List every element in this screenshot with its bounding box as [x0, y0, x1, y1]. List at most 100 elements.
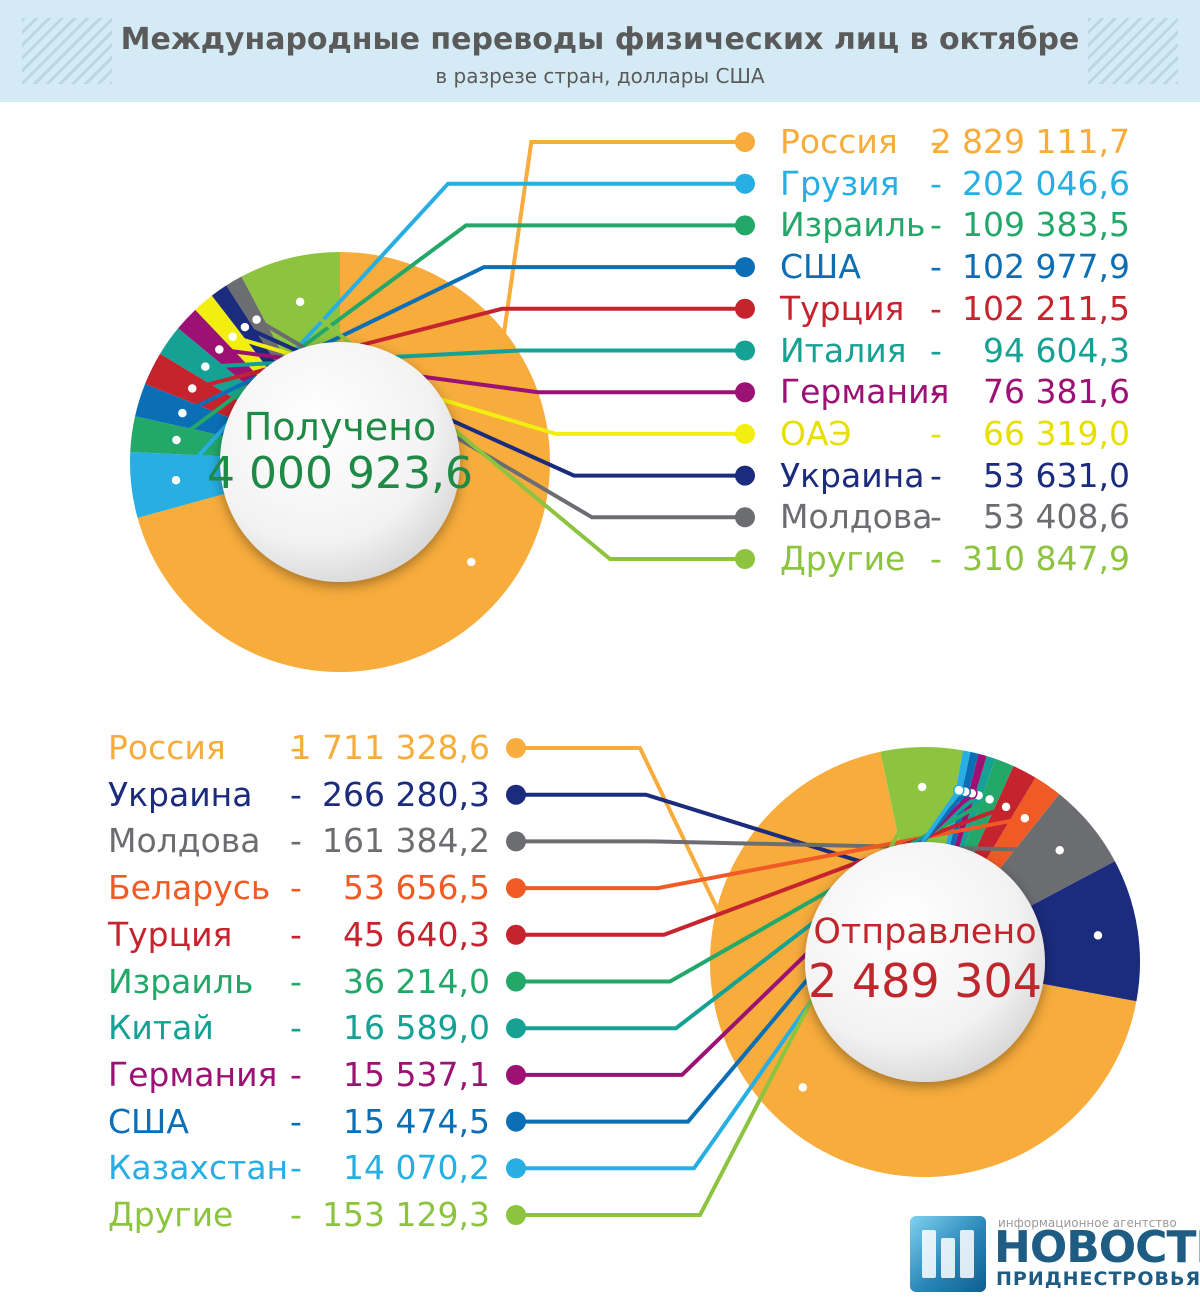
- sent-legend-dash-2: -: [290, 821, 302, 861]
- received-legend-dash-7: -: [930, 413, 942, 453]
- received-legend-dot-0: [735, 132, 755, 152]
- page-subtitle: в разрезе стран, доллары США: [435, 64, 765, 88]
- received-anchor-dot-10: [294, 296, 306, 308]
- received-legend-value-1: 202 046,6: [962, 163, 1130, 203]
- received-legend-value-3: 102 977,9: [962, 247, 1130, 287]
- sent-leader-3: [516, 816, 1026, 891]
- received-anchor-dot-2: [170, 434, 183, 446]
- sent-legend-dot-5: [506, 971, 526, 992]
- received-legend-dash-3: -: [930, 247, 942, 287]
- received-legend-name-10: Другие: [780, 539, 906, 578]
- received-legend-dash-6: -: [930, 372, 942, 412]
- logo-icon: [910, 1216, 986, 1292]
- sent-legend-value-0: 1 711 328,6: [290, 728, 490, 767]
- received-anchor-dot-5: [199, 360, 212, 373]
- header-banner: Международные переводы физических лиц в …: [0, 0, 1200, 102]
- sent-legend-row-8: США - 15 474,5: [0, 1101, 1200, 1143]
- sent-anchor-dot-2: [1053, 844, 1066, 857]
- received-legend-dot-8: [735, 465, 755, 486]
- received-legend-row-2: Израиль -109 383,5: [0, 204, 1200, 246]
- received-legend-row-4: Турция -102 211,5: [0, 288, 1200, 330]
- received-legend-row-5: Италия - 94 604,3: [0, 330, 1200, 372]
- sent-center-hub: [805, 842, 1045, 1082]
- received-legend-dot-2: [735, 215, 755, 236]
- received-legend-name-1: Грузия: [780, 163, 900, 203]
- received-legend-value-6: 76 381,6: [983, 372, 1130, 412]
- received-legend-dash-8: -: [930, 455, 942, 495]
- sent-legend-name-9: Казахстан: [108, 1148, 289, 1188]
- received-anchor-dot-3: [176, 407, 189, 419]
- sent-legend-row-5: Израиль - 36 214,0: [0, 961, 1200, 1003]
- received-legend-dot-6: [735, 382, 755, 403]
- received-legend-name-4: Турция: [780, 288, 905, 328]
- received-legend-name-7: ОАЭ: [780, 413, 852, 453]
- sent-legend-dash-4: -: [290, 914, 302, 954]
- sent-legend-dot-0: [506, 738, 526, 758]
- received-legend-value-7: 66 319,0: [983, 413, 1130, 453]
- sent-legend-dash-7: -: [290, 1054, 302, 1094]
- sent-legend-dot-3: [506, 878, 526, 899]
- received-legend-dash-5: -: [930, 330, 942, 370]
- sent-center-total: 2 489 304: [807, 954, 1043, 1008]
- sent-legend-dash-1: -: [290, 774, 302, 814]
- received-legend-value-10: 310 847,9: [962, 539, 1130, 578]
- sent-legend-row-6: Китай - 16 589,0: [0, 1007, 1200, 1049]
- sent-legend-name-7: Германия: [108, 1054, 278, 1094]
- sent-legend-row-3: Беларусь - 53 656,5: [0, 867, 1200, 909]
- received-legend-name-9: Молдова: [780, 497, 933, 537]
- received-legend-value-4: 102 211,5: [962, 288, 1130, 328]
- sent-legend-value-2: 161 384,2: [322, 821, 490, 861]
- received-legend-value-9: 53 408,6: [983, 497, 1130, 537]
- sent-legend-value-10: 153 129,3: [322, 1195, 490, 1234]
- sent-legend-name-4: Турция: [108, 914, 233, 954]
- sent-legend-value-9: 14 070,2: [343, 1148, 490, 1188]
- received-legend-row-6: Германия - 76 381,6: [0, 371, 1200, 413]
- received-legend-name-2: Израиль: [780, 205, 926, 245]
- sent-legend-value-3: 53 656,5: [343, 868, 490, 908]
- received-anchor-dot-9: [250, 313, 263, 326]
- received-legend-dot-1: [735, 173, 755, 194]
- sent-legend-row-10: Другие -153 129,3: [0, 1194, 1200, 1236]
- sent-legend-row-1: Украина -266 280,3: [0, 774, 1200, 816]
- sent-anchor-dot-4: [1000, 801, 1012, 813]
- received-legend-dash-2: -: [930, 205, 942, 245]
- received-legend-dash-0: -: [930, 122, 942, 161]
- received-legend-dot-5: [735, 340, 755, 361]
- received-legend-row-0: Россия -2 829 111,7: [0, 121, 1200, 163]
- received-anchor-dot-0: [465, 556, 478, 568]
- received-legend-dash-9: -: [930, 497, 942, 537]
- received-legend-dot-9: [735, 507, 755, 528]
- sent-legend-name-5: Израиль: [108, 961, 254, 1001]
- sent-legend-name-1: Украина: [108, 774, 253, 814]
- sent-legend-value-7: 15 537,1: [343, 1054, 490, 1094]
- sent-legend-row-9: Казахстан - 14 070,2: [0, 1147, 1200, 1189]
- sent-legend-dot-2: [506, 831, 526, 852]
- sent-anchor-dot-10: [916, 781, 928, 793]
- sent-legend-dash-6: -: [290, 1008, 302, 1048]
- received-legend-value-0: 2 829 111,7: [930, 122, 1130, 161]
- sent-legend-dot-7: [506, 1064, 526, 1085]
- sent-anchor-dot-0: [797, 1081, 809, 1094]
- sent-legend-dot-4: [506, 924, 526, 945]
- received-legend-dot-3: [735, 257, 755, 278]
- received-legend-value-8: 53 631,0: [983, 455, 1130, 495]
- received-anchor-dot-1: [170, 474, 182, 486]
- sent-center-title: Отправлено: [813, 912, 1037, 952]
- received-legend-row-1: Грузия -202 046,6: [0, 163, 1200, 205]
- received-legend-name-5: Италия: [780, 330, 907, 370]
- received-legend-row-10: Другие -310 847,9: [0, 538, 1200, 580]
- received-anchor-dot-8: [239, 321, 251, 333]
- sent-legend-dot-8: [506, 1111, 526, 1132]
- logo-subtitle: ПРИДНЕСТРОВЬЯ: [996, 1268, 1200, 1290]
- sent-legend-value-6: 16 589,0: [343, 1008, 490, 1048]
- sent-legend-value-4: 45 640,3: [343, 914, 490, 954]
- sent-legend-dot-1: [506, 784, 526, 805]
- sent-legend-value-1: 266 280,3: [322, 774, 490, 814]
- received-legend-dash-1: -: [930, 163, 942, 203]
- sent-legend-row-4: Турция - 45 640,3: [0, 914, 1200, 956]
- received-legend-row-7: ОАЭ - 66 319,0: [0, 413, 1200, 455]
- sent-legend-dash-0: -: [290, 728, 302, 767]
- hatch-decoration-right: [1088, 18, 1178, 84]
- received-legend-name-8: Украина: [780, 455, 925, 495]
